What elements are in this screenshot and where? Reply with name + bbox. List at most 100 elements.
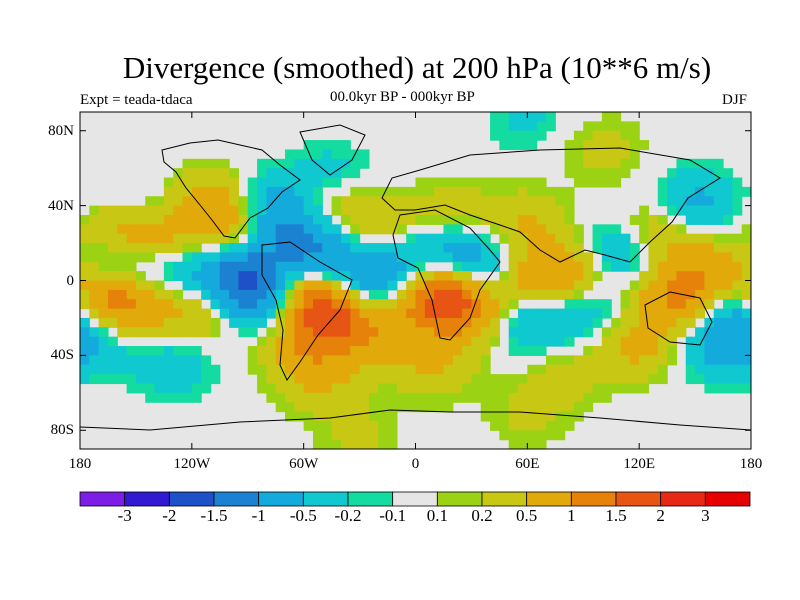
field-cell: [312, 430, 323, 441]
field-cell: [368, 299, 379, 310]
field-cell: [229, 205, 240, 216]
field-cell: [527, 317, 538, 328]
field-cell: [545, 252, 556, 263]
field-cell: [611, 317, 622, 328]
field-cell: [350, 261, 361, 272]
field-cell: [294, 374, 305, 385]
field-cell: [732, 308, 743, 319]
field-cell: [555, 411, 566, 422]
field-cell: [285, 205, 295, 216]
field-cell: [443, 224, 454, 235]
field-cell: [564, 186, 575, 197]
field-cell: [340, 430, 351, 441]
field-cell: [266, 271, 277, 282]
field-cell: [564, 327, 575, 338]
field-cell: [508, 402, 519, 413]
field-cell: [620, 308, 631, 319]
colorbar-label: 0.2: [471, 506, 493, 525]
lat-tick-label: 40N: [48, 197, 74, 214]
field-cell: [657, 243, 668, 254]
field-cell: [518, 112, 528, 122]
field-cell: [555, 402, 566, 413]
field-cell: [257, 271, 267, 282]
field-cell: [545, 355, 556, 366]
field-cell: [490, 392, 500, 403]
field-cell: [629, 327, 640, 338]
field-cell: [611, 374, 622, 385]
field-cell: [163, 327, 174, 338]
field-cell: [741, 364, 751, 375]
field-cell: [340, 214, 351, 225]
field-cell: [98, 336, 109, 347]
field-cell: [322, 430, 333, 441]
field-cell: [462, 374, 473, 385]
field-cell: [545, 271, 556, 282]
field-cell: [266, 299, 277, 310]
field-cell: [499, 392, 510, 403]
field-cell: [471, 261, 482, 272]
field-cell: [648, 317, 659, 328]
colorbar-swatch: [213, 491, 260, 507]
field-cell: [536, 252, 547, 263]
field-cell: [154, 233, 165, 244]
field-cell: [657, 214, 668, 225]
field-cell: [201, 224, 212, 235]
field-cell: [247, 299, 258, 310]
field-cell: [266, 346, 277, 356]
field-cell: [322, 420, 333, 431]
field-cell: [685, 158, 696, 169]
field-cell: [340, 149, 351, 160]
field-cell: [545, 420, 556, 431]
field-cell: [107, 261, 118, 272]
field-cell: [285, 299, 295, 310]
field-cell: [378, 205, 389, 216]
field-cell: [173, 383, 184, 394]
field-cell: [527, 196, 538, 207]
field-cell: [452, 327, 463, 338]
field-cell: [536, 196, 547, 207]
field-cell: [312, 149, 323, 160]
field-cell: [219, 186, 230, 197]
field-cell: [247, 243, 258, 254]
field-cell: [163, 233, 174, 244]
field-cell: [620, 317, 631, 328]
field-cell: [592, 140, 603, 151]
field-cell: [667, 252, 678, 263]
field-cell: [452, 355, 463, 366]
field-cell: [285, 149, 295, 160]
colorbar-swatch: [302, 491, 349, 507]
field-cell: [434, 186, 445, 197]
field-cell: [676, 327, 687, 338]
field-cell: [359, 252, 370, 263]
field-cell: [704, 158, 715, 169]
field-cell: [247, 327, 258, 338]
field-cell: [275, 261, 286, 272]
field-cell: [452, 271, 463, 282]
lon-tick-label: 120W: [173, 456, 211, 472]
field-cell: [415, 327, 426, 338]
field-cell: [107, 233, 118, 244]
field-cell: [229, 252, 240, 263]
field-cell: [378, 402, 389, 413]
field-cell: [741, 271, 751, 282]
field-cell: [657, 364, 668, 375]
field-cell: [620, 121, 631, 132]
field-cell: [620, 252, 631, 263]
field-cell: [303, 196, 314, 207]
field-cell: [639, 205, 650, 216]
field-cell: [545, 112, 556, 122]
field-cell: [266, 308, 277, 319]
field-cell: [723, 308, 733, 319]
field-cell: [396, 364, 407, 375]
field-cell: [229, 261, 240, 272]
field-cell: [471, 205, 482, 216]
field-cell: [508, 177, 519, 188]
field-cell: [452, 280, 463, 291]
field-cell: [229, 168, 240, 179]
field-cell: [685, 289, 696, 300]
field-cell: [210, 186, 221, 197]
field-cell: [518, 420, 528, 431]
field-cell: [303, 299, 314, 310]
field-cell: [294, 383, 305, 394]
field-cell: [210, 271, 221, 282]
